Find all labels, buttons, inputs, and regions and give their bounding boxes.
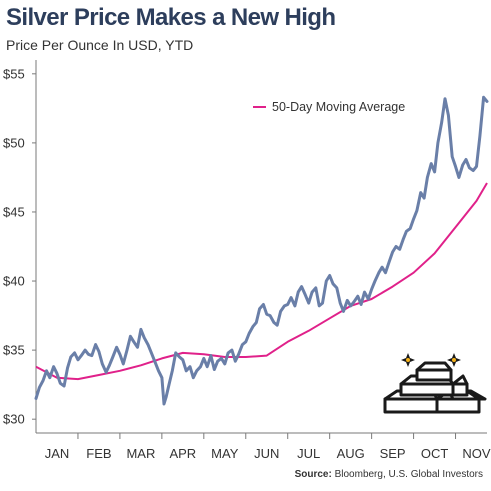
- x-tick-label: OCT: [421, 446, 449, 461]
- chart-legend: 50-Day Moving Average: [253, 100, 405, 114]
- x-tick-label: JUL: [297, 446, 320, 461]
- y-tick-label: $40: [3, 274, 25, 289]
- page-title: Silver Price Makes a New High: [6, 4, 336, 31]
- source-label: Source:: [294, 469, 332, 480]
- x-tick-label: SEP: [380, 446, 406, 461]
- silver-price-line: [34, 95, 489, 406]
- x-tick-label: MAY: [211, 446, 239, 461]
- y-tick-label: $35: [3, 343, 25, 358]
- y-axis: $30 $35 $40 $45 $50 $55: [3, 66, 36, 427]
- moving-average-line: [35, 182, 488, 381]
- source-text: Bloomberg, U.S. Global Investors: [334, 469, 483, 480]
- x-tick-label: JAN: [45, 446, 70, 461]
- x-tick-label: MAR: [126, 446, 155, 461]
- x-axis: JAN FEB MAR APR MAY JUN JUL AUG SEP OCT NOV: [45, 433, 491, 461]
- source-note: Source: Bloomberg, U.S. Global Investors: [295, 469, 483, 480]
- x-tick-label: NOV: [462, 446, 491, 461]
- y-tick-label: $50: [3, 135, 25, 150]
- y-tick-label: $30: [3, 412, 25, 427]
- x-tick-label: AUG: [337, 446, 365, 461]
- legend-label: 50-Day Moving Average: [272, 100, 405, 114]
- x-tick-label: APR: [169, 446, 196, 461]
- y-tick-label: $55: [3, 66, 25, 81]
- y-tick-label: $45: [3, 204, 25, 219]
- x-tick-label: JUN: [254, 446, 279, 461]
- x-tick-label: FEB: [86, 446, 111, 461]
- silver-bars-icon: [383, 353, 487, 414]
- chart-subtitle: Price Per Ounce In USD, YTD: [6, 37, 194, 53]
